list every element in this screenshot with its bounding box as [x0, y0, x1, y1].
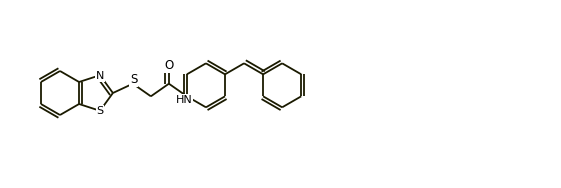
- Text: S: S: [130, 73, 137, 86]
- Text: S: S: [96, 106, 104, 116]
- Text: HN: HN: [176, 95, 192, 105]
- Text: O: O: [164, 59, 173, 72]
- Text: N: N: [96, 71, 104, 81]
